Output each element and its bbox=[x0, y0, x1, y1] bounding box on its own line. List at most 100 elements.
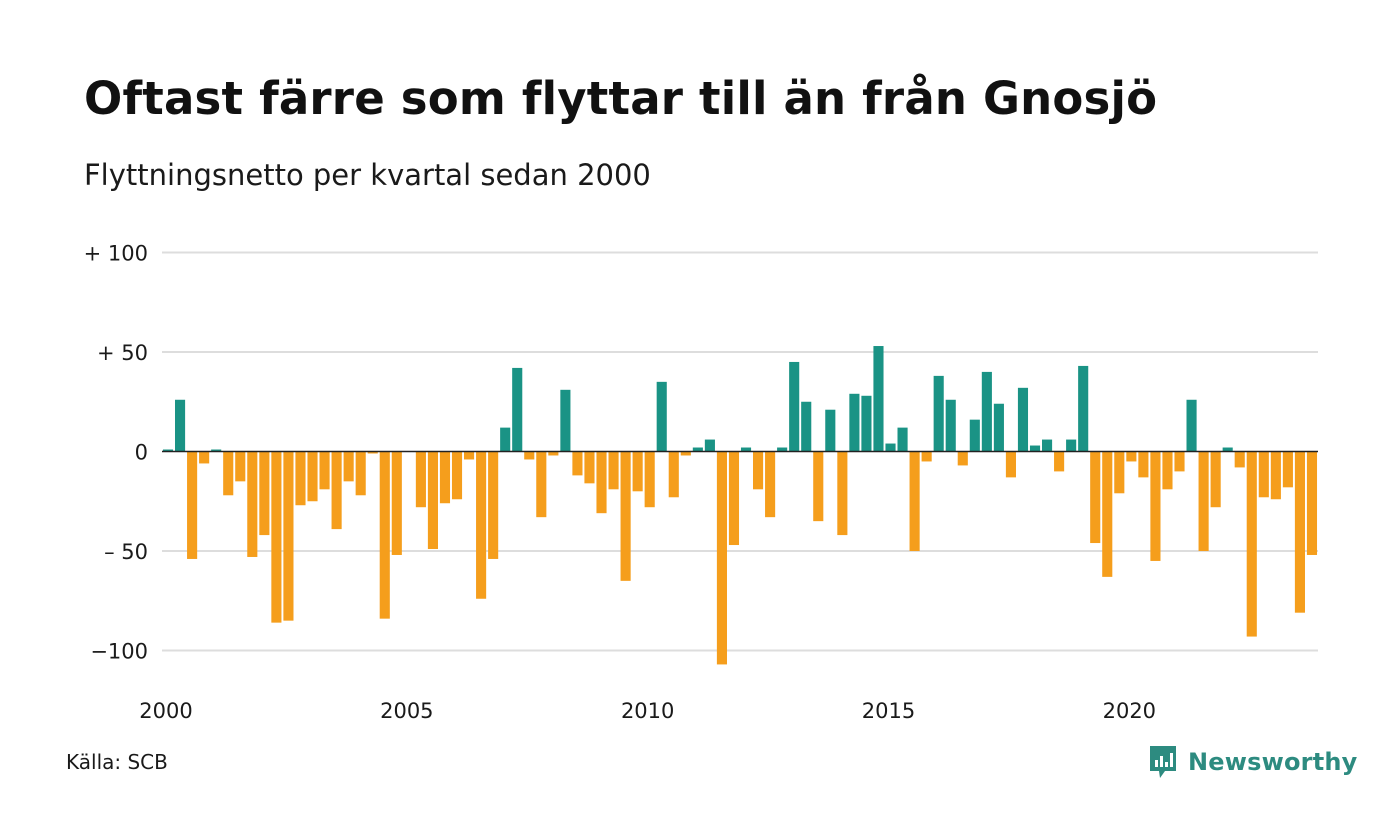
bar bbox=[451, 451, 463, 500]
bar bbox=[187, 451, 198, 559]
bar bbox=[500, 427, 511, 452]
y-tick-label: + 50 bbox=[97, 341, 148, 365]
bar bbox=[656, 381, 667, 452]
bar bbox=[1102, 451, 1113, 577]
bar bbox=[825, 409, 836, 452]
bar bbox=[1246, 451, 1257, 637]
bar bbox=[1282, 451, 1293, 488]
bar bbox=[837, 451, 848, 536]
bar bbox=[1270, 451, 1281, 500]
bar bbox=[271, 451, 282, 623]
bar bbox=[753, 451, 764, 490]
y-axis-labels: + 100 + 50 0 – 50 −100 bbox=[84, 242, 148, 664]
bar bbox=[740, 447, 752, 452]
bar bbox=[331, 451, 342, 530]
y-tick-label: 0 bbox=[135, 441, 148, 465]
bar bbox=[211, 449, 222, 452]
bar bbox=[1078, 365, 1089, 452]
bar bbox=[1017, 387, 1029, 452]
bar bbox=[885, 443, 896, 452]
bar bbox=[777, 447, 788, 452]
bar bbox=[813, 451, 824, 522]
bar bbox=[235, 451, 246, 482]
bar bbox=[680, 451, 691, 456]
bar bbox=[1222, 447, 1233, 452]
bar bbox=[488, 451, 499, 559]
bar bbox=[861, 395, 872, 452]
source-note: Källa: SCB bbox=[66, 750, 168, 774]
bar bbox=[1186, 399, 1197, 452]
bar bbox=[1126, 451, 1137, 462]
bar bbox=[379, 451, 390, 619]
newsworthy-logo-icon bbox=[1150, 746, 1176, 778]
bar bbox=[1090, 451, 1101, 544]
brand-name: Newsworthy bbox=[1188, 748, 1358, 776]
bar bbox=[704, 439, 715, 452]
bar bbox=[909, 451, 920, 551]
bar bbox=[801, 401, 812, 452]
bar bbox=[957, 451, 968, 466]
bar bbox=[765, 451, 776, 518]
bar bbox=[596, 451, 607, 514]
bar bbox=[921, 451, 932, 462]
bar bbox=[608, 451, 619, 490]
y-tick-label: – 50 bbox=[104, 540, 148, 564]
bar bbox=[319, 451, 330, 490]
bar bbox=[1066, 439, 1077, 452]
bar bbox=[1234, 451, 1245, 468]
bar bbox=[632, 451, 643, 492]
bar bbox=[391, 451, 402, 555]
bar bbox=[789, 361, 800, 452]
bar bbox=[1114, 451, 1125, 494]
chart-subtitle: Flyttningsnetto per kvartal sedan 2000 bbox=[84, 158, 651, 192]
y-tick-label: −100 bbox=[90, 640, 148, 664]
bars bbox=[162, 346, 1318, 665]
bar bbox=[1198, 451, 1209, 551]
bar bbox=[1005, 451, 1016, 478]
bar bbox=[993, 403, 1004, 452]
bar bbox=[1162, 451, 1173, 490]
bar bbox=[162, 449, 174, 452]
brand-logo[interactable]: Newsworthy bbox=[1148, 744, 1358, 780]
bar bbox=[367, 451, 378, 454]
bar bbox=[572, 451, 583, 476]
bar bbox=[933, 375, 944, 452]
bar bbox=[476, 451, 487, 599]
bar bbox=[668, 451, 679, 498]
bar bbox=[1258, 451, 1269, 498]
bar bbox=[259, 451, 270, 536]
bar bbox=[343, 451, 354, 482]
bar bbox=[728, 451, 740, 546]
bar bbox=[897, 427, 908, 452]
bar bbox=[692, 447, 703, 452]
x-tick-label: 2005 bbox=[380, 699, 433, 723]
bar bbox=[524, 451, 535, 460]
bar bbox=[584, 451, 595, 484]
bar bbox=[536, 451, 547, 518]
bar bbox=[620, 451, 631, 581]
bar bbox=[355, 451, 366, 496]
x-axis-labels: 2000 2005 2010 2015 2020 bbox=[139, 699, 1156, 723]
bar-chart: + 100 + 50 0 – 50 −100 2000 2005 2010 2015 2020 bbox=[84, 242, 1318, 723]
bar bbox=[945, 399, 956, 452]
bar bbox=[1210, 451, 1221, 508]
bar bbox=[1294, 451, 1305, 613]
x-tick-label: 2015 bbox=[862, 699, 915, 723]
bar bbox=[307, 451, 318, 502]
bar bbox=[247, 451, 258, 557]
bar bbox=[427, 451, 438, 550]
bar bbox=[415, 451, 426, 508]
bar bbox=[873, 346, 884, 452]
bar bbox=[981, 371, 992, 452]
bar bbox=[295, 451, 306, 506]
bar bbox=[283, 451, 294, 621]
bar bbox=[439, 451, 451, 504]
bar bbox=[1174, 451, 1185, 472]
bar bbox=[644, 451, 655, 508]
bar bbox=[175, 399, 186, 452]
bar bbox=[548, 451, 559, 456]
x-tick-label: 2000 bbox=[139, 699, 192, 723]
chart-title: Oftast färre som flyttar till än från Gn… bbox=[84, 72, 1158, 125]
bar bbox=[716, 451, 727, 665]
bar bbox=[512, 367, 523, 452]
